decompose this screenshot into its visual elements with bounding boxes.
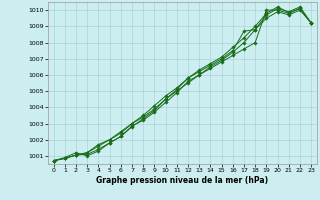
X-axis label: Graphe pression niveau de la mer (hPa): Graphe pression niveau de la mer (hPa) [96,176,268,185]
